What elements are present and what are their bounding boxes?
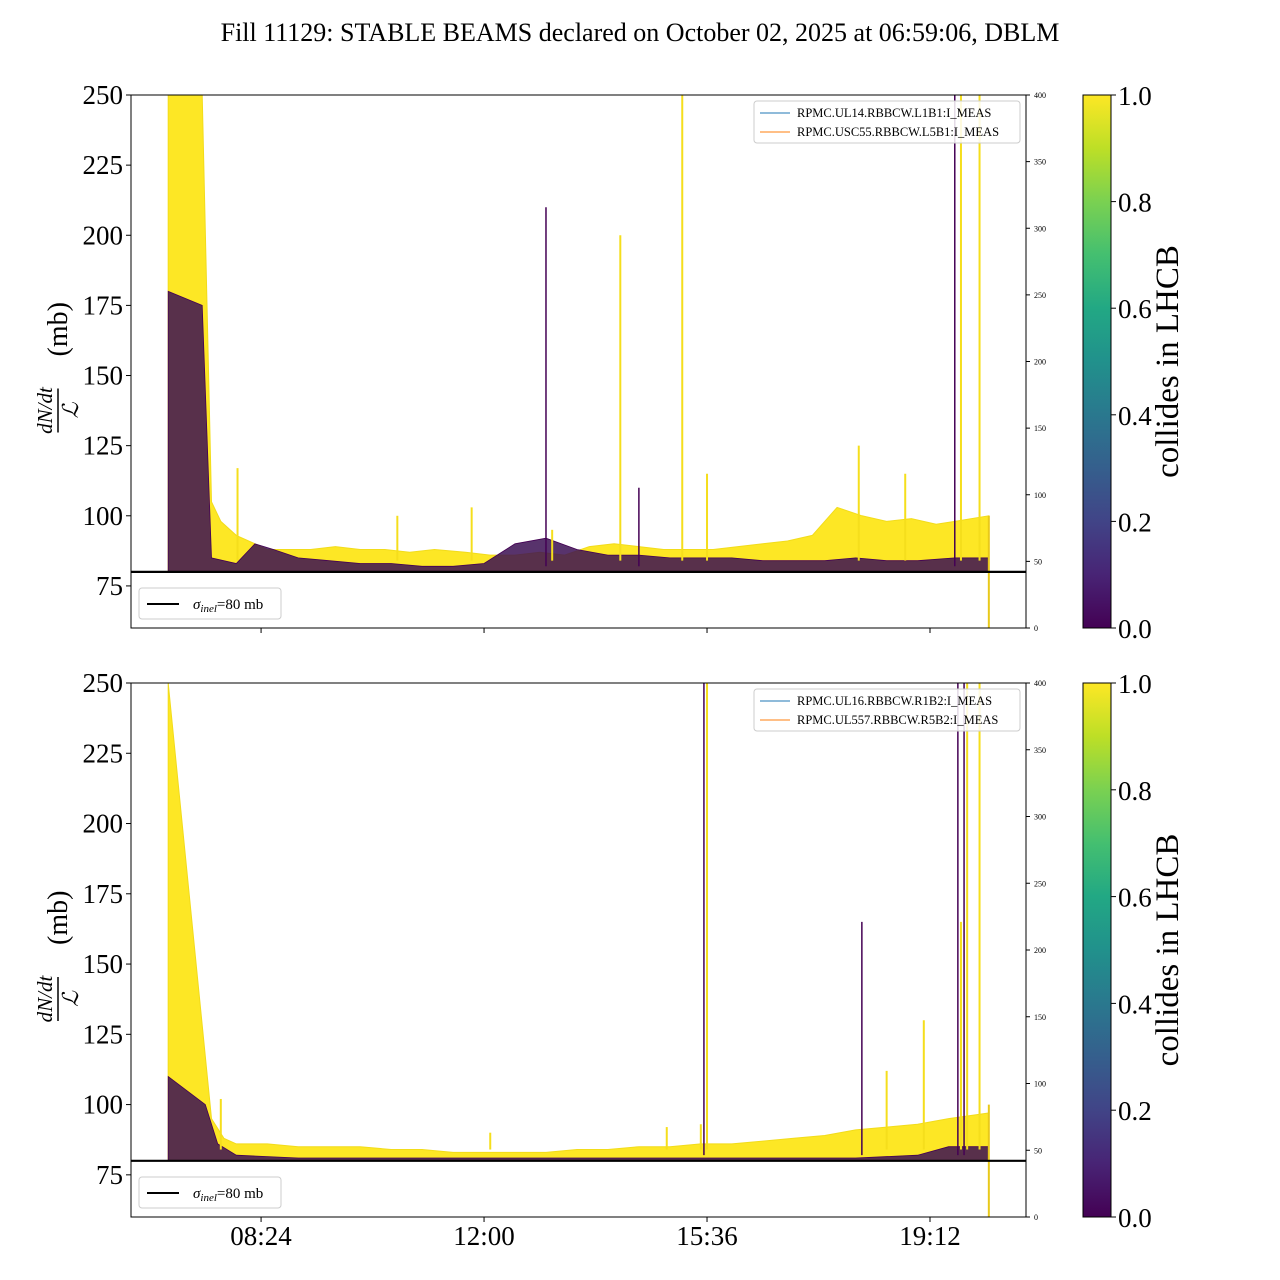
y2tick-label: 0 xyxy=(1034,624,1038,633)
reference-legend-label: σinel=80 mb xyxy=(193,1186,263,1204)
y2tick-label: 100 xyxy=(1034,1080,1046,1089)
ytick-label: 250 xyxy=(83,80,124,110)
ylabel-numerator: dN/dt xyxy=(33,975,57,1023)
colorbar-tick-label: 0.8 xyxy=(1118,188,1152,218)
y2tick-label: 150 xyxy=(1034,424,1046,433)
ylabel-unit: (mb) xyxy=(43,891,74,945)
xtick-label: 12:00 xyxy=(453,1221,515,1251)
y2tick-label: 50 xyxy=(1034,1146,1042,1155)
y2tick-label: 300 xyxy=(1034,224,1046,233)
ytick-label: 75 xyxy=(96,1160,123,1190)
y2tick-label: 100 xyxy=(1034,491,1046,500)
colorbar-tick-label: 0.8 xyxy=(1118,776,1152,806)
ylabel-denominator: ℒ xyxy=(58,401,83,418)
y2tick-label: 400 xyxy=(1034,91,1046,100)
y2tick-label: 250 xyxy=(1034,291,1046,300)
y2tick-label: 150 xyxy=(1034,1013,1046,1022)
series-legend-box xyxy=(753,100,1021,144)
ytick-label: 225 xyxy=(83,738,124,768)
colorbar-tick-label: 0.0 xyxy=(1118,1203,1152,1233)
colorbar-tick-label: 0.2 xyxy=(1118,507,1152,537)
xtick-label: 19:12 xyxy=(899,1221,961,1251)
panel-1: 75 100 125 150 175 200 225 250 0 50 100 150 200 250 30… xyxy=(33,80,1186,644)
y2tick-label: 50 xyxy=(1034,557,1042,566)
dark-envelope xyxy=(167,290,990,573)
colorbar-tick-label: 0.2 xyxy=(1118,1096,1152,1126)
ytick-label: 175 xyxy=(83,879,124,909)
series-legend: RPMC.UL16.RBBCW.R1B2:I_MEAS RPMC.UL557.RB… xyxy=(753,688,1021,732)
ytick-label: 200 xyxy=(83,809,124,839)
legend-label: RPMC.USC55.RBBCW.L5B1:I_MEAS xyxy=(797,125,999,139)
ylabel: dN/dt ℒ (mb) xyxy=(33,891,83,1023)
panel-2: 75 100 125 150 175 200 225 250 0 50 100 150 200 250 30… xyxy=(33,668,1186,1251)
reference-legend-box xyxy=(138,587,282,620)
colorbar-label: collides in LHCB xyxy=(1150,834,1186,1067)
colorbar-label-group: collides in LHCB xyxy=(1150,245,1186,478)
xtick-label: 15:36 xyxy=(676,1221,738,1251)
colorbar-tick-label: 1.0 xyxy=(1118,81,1152,111)
y2tick-label: 250 xyxy=(1034,879,1046,888)
y2tick-label: 200 xyxy=(1034,946,1046,955)
ytick-label: 150 xyxy=(83,949,124,979)
y2tick-label: 200 xyxy=(1034,358,1046,367)
series-legend-box xyxy=(753,688,1021,732)
colorbar-label-group: collides in LHCB xyxy=(1150,834,1186,1067)
yellow-envelope xyxy=(167,683,990,1162)
colorbar-gradient xyxy=(1082,94,1112,629)
colorbar-tick-label: 0.4 xyxy=(1118,401,1152,431)
colorbar-label: collides in LHCB xyxy=(1150,245,1186,478)
y2tick-label: 400 xyxy=(1034,679,1046,688)
ylabel: dN/dt ℒ (mb) xyxy=(33,302,83,434)
yellow-envelope xyxy=(167,95,990,573)
ytick-label: 175 xyxy=(83,290,124,320)
colorbar-tick-label: 1.0 xyxy=(1118,669,1152,699)
ytick-label: 100 xyxy=(83,1090,124,1120)
reference-legend: σinel=80 mb xyxy=(138,1176,282,1209)
plot-area xyxy=(167,683,990,1217)
plot-area xyxy=(167,95,990,628)
y2tick-label: 350 xyxy=(1034,158,1046,167)
reference-legend-box xyxy=(138,1176,282,1209)
legend-label: RPMC.UL16.RBBCW.R1B2:I_MEAS xyxy=(797,694,992,708)
figure-title: Fill 11129: STABLE BEAMS declared on Oct… xyxy=(220,18,1060,47)
y2tick-label: 300 xyxy=(1034,813,1046,822)
colorbar-tick-label: 0.6 xyxy=(1118,294,1152,324)
ytick-label: 225 xyxy=(83,150,124,180)
legend-label: RPMC.UL557.RBBCW.R5B2:I_MEAS xyxy=(797,713,998,727)
xtick-label: 08:24 xyxy=(230,1221,292,1251)
ytick-label: 100 xyxy=(83,501,124,531)
reference-legend: σinel=80 mb xyxy=(138,587,282,620)
colorbar-tick-label: 0.6 xyxy=(1118,883,1152,913)
ylabel-unit: (mb) xyxy=(43,302,74,356)
colorbar-gradient xyxy=(1082,682,1112,1218)
ytick-label: 150 xyxy=(83,361,124,391)
ytick-label: 125 xyxy=(83,1019,124,1049)
series-legend: RPMC.UL14.RBBCW.L1B1:I_MEAS RPMC.USC55.RB… xyxy=(753,100,1021,144)
colorbar-tick-label: 0.4 xyxy=(1118,989,1152,1019)
colorbar: 0.0 0.2 0.4 0.6 0.8 1.0 collides in LHCB xyxy=(1082,669,1186,1233)
ytick-label: 125 xyxy=(83,431,124,461)
ytick-label: 200 xyxy=(83,220,124,250)
colorbar: 0.0 0.2 0.4 0.6 0.8 1.0 collides in LHCB xyxy=(1082,81,1186,644)
ylabel-denominator: ℒ xyxy=(58,990,83,1007)
ytick-label: 250 xyxy=(83,668,124,698)
y2tick-label: 0 xyxy=(1034,1213,1038,1222)
ytick-label: 75 xyxy=(96,571,123,601)
legend-label: RPMC.UL14.RBBCW.L1B1:I_MEAS xyxy=(797,106,991,120)
reference-legend-label: σinel=80 mb xyxy=(193,597,263,615)
y2tick-label: 350 xyxy=(1034,746,1046,755)
colorbar-tick-label: 0.0 xyxy=(1118,614,1152,644)
ylabel-numerator: dN/dt xyxy=(33,386,57,434)
